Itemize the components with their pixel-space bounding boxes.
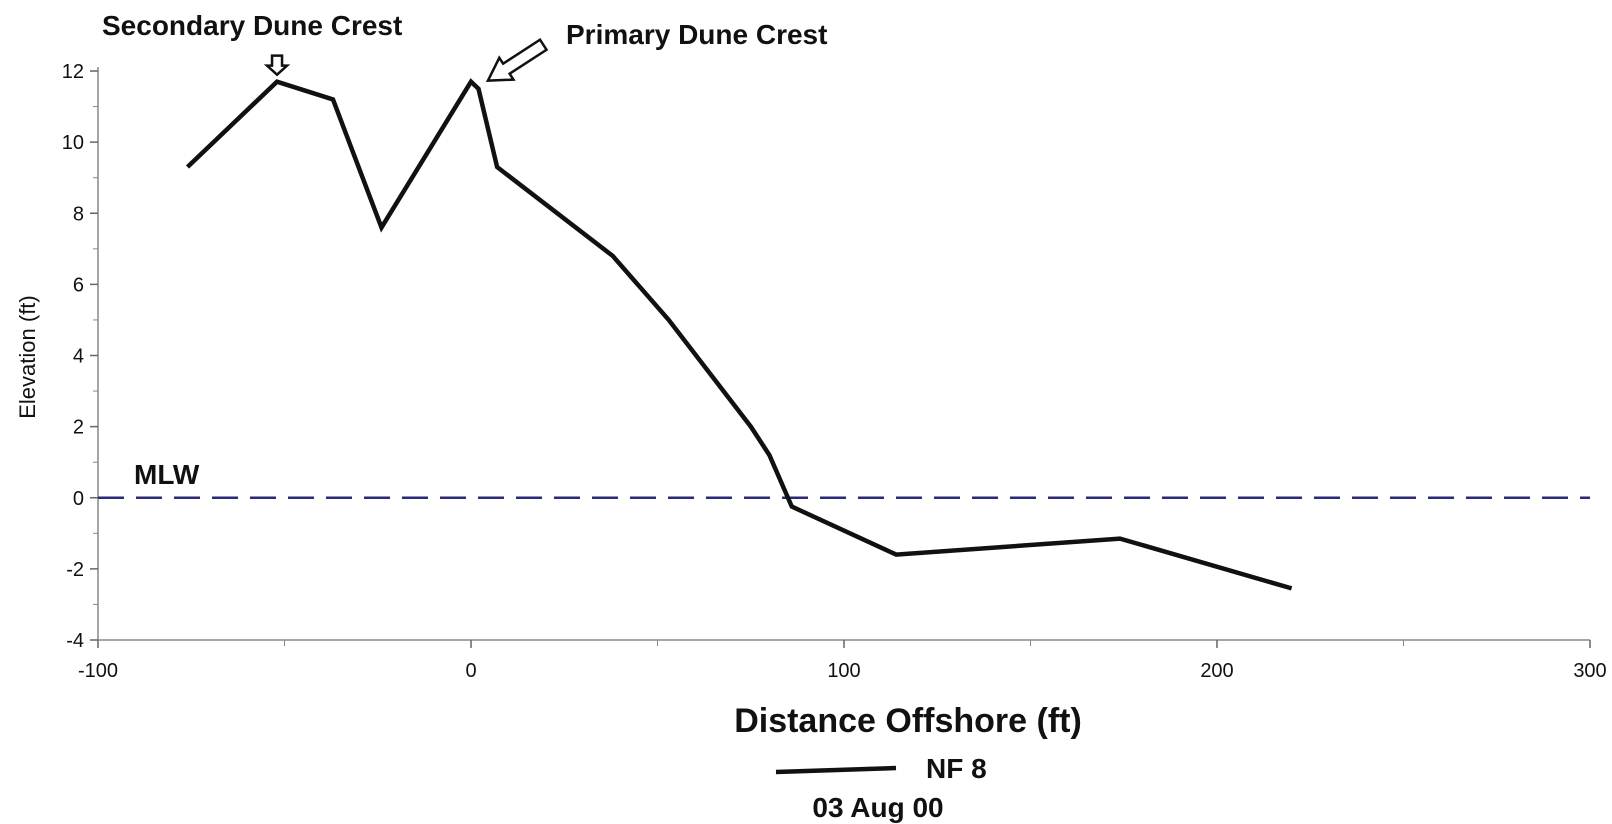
- axes: [97, 67, 1590, 641]
- x-tick-label: 100: [827, 660, 860, 682]
- series-layer: [185, 78, 1293, 591]
- x-tick-label: -100: [78, 660, 118, 682]
- primary-crest-arrow: [485, 37, 549, 83]
- y-tick-label: -2: [66, 559, 84, 581]
- y-tick-label: 6: [73, 274, 84, 296]
- mlw-label: MLW: [134, 459, 200, 490]
- annotations: Secondary Dune Crest Primary Dune Crest: [102, 10, 827, 83]
- y-tick-label: 0: [73, 488, 84, 510]
- x-tick-label: 200: [1200, 660, 1233, 682]
- secondary-dune-crest-label: Secondary Dune Crest: [102, 10, 402, 41]
- x-tick-label: 300: [1573, 660, 1606, 682]
- legend: NF 8 03 Aug 00: [775, 753, 987, 823]
- y-axis-title: Elevation (ft): [15, 295, 40, 419]
- legend-label-nf-8: NF 8: [926, 753, 987, 784]
- y-tick-label: 2: [73, 417, 84, 439]
- reference-lines: MLW: [98, 459, 1590, 499]
- ticks: -4 -2 0 2 4 6 8 10 12 -100 0 100 200 300: [62, 61, 1607, 682]
- y-tick-label: 4: [73, 346, 84, 368]
- y-tick-label: 12: [62, 61, 84, 83]
- y-tick-label: -4: [66, 630, 84, 652]
- x-tick-label: 0: [465, 660, 476, 682]
- primary-crest-arrow-shape: [485, 37, 549, 83]
- secondary-crest-arrow: [263, 54, 291, 77]
- primary-dune-crest-label: Primary Dune Crest: [566, 19, 827, 50]
- x-axis-title: Distance Offshore (ft): [734, 702, 1082, 740]
- legend-swatch-nf-8: [775, 765, 897, 775]
- y-tick-label: 8: [73, 203, 84, 225]
- series-line-nf-8: [185, 78, 1293, 591]
- y-tick-label: 10: [62, 132, 84, 154]
- legend-subtitle: 03 Aug 00: [812, 792, 943, 823]
